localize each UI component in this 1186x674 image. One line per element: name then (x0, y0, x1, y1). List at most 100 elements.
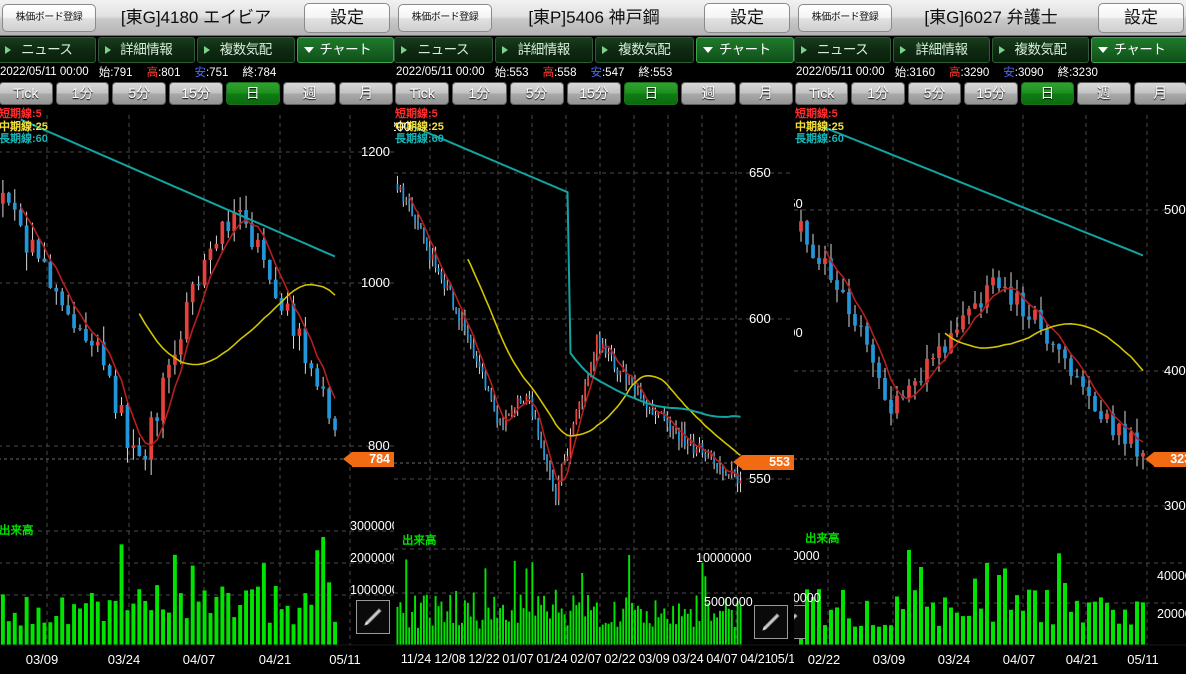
panel-2-chart[interactable]: 短期線:5 中期線:25 長期線:60 出来高 1200 650 600 550… (394, 107, 794, 674)
open-value: 791 (113, 67, 133, 79)
tab-multi-quote[interactable]: 複数気配 (992, 37, 1089, 63)
ma-legend: 短期線:5 中期線:25 長期線:60 (795, 108, 844, 146)
setting-button[interactable]: 設定 (704, 2, 790, 33)
tab-details[interactable]: 詳細情報 (494, 37, 593, 63)
low-value: 547 (605, 67, 625, 79)
period-5min[interactable]: 5分 (112, 82, 167, 105)
period-1min[interactable]: 1分 (55, 82, 110, 105)
close-label: 終 (242, 67, 254, 79)
panel-2-date-axis: 11/24 12/08 12/22 01/07 01/24 02/07 02/2… (394, 652, 794, 674)
tab-details[interactable]: 詳細情報 (893, 37, 990, 63)
close-value: 553 (653, 67, 673, 79)
last-price-marker: 3230 (1145, 452, 1186, 467)
period-tick[interactable]: Tick (395, 82, 450, 105)
period-1min[interactable]: 1分 (851, 82, 905, 105)
high-label: 高 (948, 67, 961, 79)
panel-3-tabs: ニュース 詳細情報 複数気配 チャート (794, 36, 1186, 63)
pencil-icon (364, 608, 382, 626)
tab-news[interactable]: ニュース (0, 37, 96, 63)
pencil-icon (762, 613, 780, 631)
tab-label: 詳細情報 (120, 42, 173, 57)
period-tick[interactable]: Tick (795, 82, 849, 105)
drawing-tool-button[interactable] (754, 605, 788, 639)
open-label: 始 (98, 67, 111, 79)
period-15min[interactable]: 15分 (169, 82, 223, 105)
ma-short-label: 短期線:5 (795, 108, 838, 120)
date-label: 04/21 (1065, 652, 1099, 667)
last-price-marker: 553 (733, 455, 794, 470)
period-1min[interactable]: 1分 (452, 82, 507, 105)
triangle-right-icon (104, 46, 111, 54)
tab-label: 複数気配 (618, 42, 671, 57)
board-register-button[interactable]: 株価ボード登録 (398, 3, 492, 32)
low-value: 3090 (1017, 67, 1044, 79)
price-axis-label-right: 5000 (1164, 202, 1186, 217)
date-label: 01/24 (536, 652, 568, 666)
last-price-marker: 784 (343, 452, 394, 467)
price-axis-label-right: 3000 (1164, 498, 1186, 513)
ohlc-datetime: 2022/05/11 00:00 (796, 66, 885, 78)
tab-news[interactable]: ニュース (794, 37, 891, 63)
period-5min[interactable]: 5分 (907, 82, 962, 105)
volume-axis-label: 5000000 (704, 595, 753, 609)
board-register-button[interactable]: 株価ボード登録 (798, 3, 892, 32)
period-day[interactable]: 日 (624, 82, 679, 105)
tab-chart[interactable]: チャート (296, 37, 394, 63)
ma-legend: 短期線:5 中期線:25 長期線:60 (0, 108, 48, 146)
period-week[interactable]: 週 (282, 82, 337, 105)
price-axis-label: 550 (749, 471, 771, 486)
period-week[interactable]: 週 (1077, 82, 1131, 105)
date-label: 11/24 (400, 652, 432, 666)
period-day[interactable]: 日 (225, 82, 280, 105)
date-label: 03/24 (107, 652, 141, 667)
tab-chart[interactable]: チャート (695, 37, 794, 63)
period-day[interactable]: 日 (1020, 82, 1075, 105)
period-15min[interactable]: 15分 (566, 82, 622, 105)
ma-long-label: 長期線:60 (395, 133, 444, 145)
open-value: 3160 (909, 67, 935, 79)
tab-label: ニュース (21, 42, 73, 57)
tab-news[interactable]: ニュース (394, 37, 493, 63)
setting-button[interactable]: 設定 (1098, 2, 1184, 33)
period-5min[interactable]: 5分 (509, 82, 564, 105)
date-label: 12/22 (468, 652, 500, 666)
panel-3-chart[interactable]: 短期線:5 中期線:25 長期線:60 出来高 650 600 5000 400… (794, 107, 1186, 674)
drawing-tool-button[interactable] (356, 600, 390, 634)
triangle-right-icon (801, 46, 807, 54)
period-15min[interactable]: 15分 (964, 82, 1018, 105)
date-label: 04/07 (1002, 652, 1036, 667)
tab-label: ニュース (417, 42, 470, 57)
high-value: 558 (557, 67, 577, 79)
tab-label: ニュース (816, 42, 869, 57)
setting-button[interactable]: 設定 (304, 2, 390, 33)
panel-2-period-selector: Tick 1分 5分 15分 日 週 月 (394, 81, 794, 107)
tab-multi-quote[interactable]: 複数気配 (595, 37, 694, 63)
period-month[interactable]: 月 (1133, 82, 1186, 105)
volume-legend: 出来高 (0, 525, 34, 537)
period-week[interactable]: 週 (681, 82, 736, 105)
period-month[interactable]: 月 (339, 82, 394, 105)
tab-multi-quote[interactable]: 複数気配 (197, 37, 295, 63)
tab-details[interactable]: 詳細情報 (97, 37, 195, 63)
volume-axis-label: 10000000 (696, 551, 752, 565)
tab-label: 詳細情報 (915, 42, 969, 57)
price-axis-label: 1000 (361, 275, 390, 290)
date-label: 03/09 (25, 652, 59, 667)
period-tick[interactable]: Tick (0, 82, 53, 105)
panel-1-chart[interactable]: 短期線:5 中期線:25 長期線:60 出来高 1200 1000 800 78… (0, 107, 394, 674)
triangle-down-icon (1098, 47, 1108, 53)
board-register-button[interactable]: 株価ボード登録 (2, 3, 96, 32)
triangle-right-icon (999, 46, 1005, 54)
date-label: 01/07 (502, 652, 534, 666)
drawing-tool-button[interactable] (794, 605, 806, 639)
period-month[interactable]: 月 (738, 82, 793, 105)
date-label: 05/11 (329, 652, 361, 667)
date-label: 03/09 (638, 652, 670, 666)
tab-label: 複数気配 (219, 42, 273, 57)
tab-label: 詳細情報 (517, 42, 571, 57)
high-label: 高 (542, 67, 555, 79)
tab-chart[interactable]: チャート (1091, 37, 1186, 63)
close-label: 終 (1057, 67, 1070, 79)
price-axis-label: 650 (749, 165, 771, 180)
